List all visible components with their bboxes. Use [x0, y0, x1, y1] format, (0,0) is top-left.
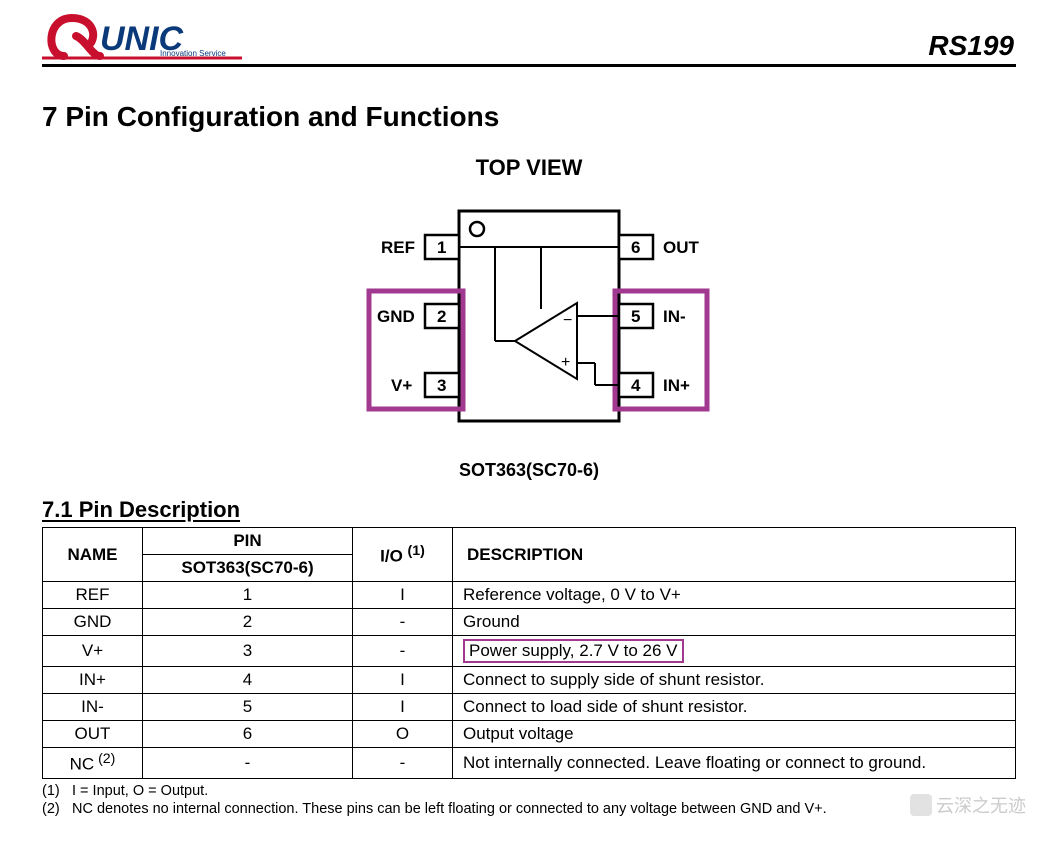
svg-text:1: 1	[437, 238, 446, 257]
package-svg: 1 REF 2 GND 3 V+ 6 OUT 5 IN- 4 IN+	[319, 191, 739, 441]
svg-text:6: 6	[631, 238, 640, 257]
th-desc: DESCRIPTION	[453, 528, 1016, 582]
table-row: GND2-Ground	[43, 609, 1016, 636]
svg-text:V+: V+	[391, 376, 412, 395]
table-row: V+3-Power supply, 2.7 V to 26 V	[43, 636, 1016, 667]
footnotes: (1)I = Input, O = Output. (2)NC denotes …	[42, 782, 1016, 818]
th-name: NAME	[43, 528, 143, 582]
table-row: NC (2)--Not internally connected. Leave …	[43, 748, 1016, 779]
table-row: IN+4IConnect to supply side of shunt res…	[43, 667, 1016, 694]
svg-text:OUT: OUT	[663, 238, 700, 257]
svg-text:IN+: IN+	[663, 376, 690, 395]
svg-text:Innovation Service: Innovation Service	[160, 49, 226, 58]
part-number: RS199	[928, 30, 1016, 62]
diagram-title: TOP VIEW	[42, 155, 1016, 181]
table-row: OUT6OOutput voltage	[43, 721, 1016, 748]
svg-text:IN-: IN-	[663, 307, 686, 326]
svg-text:3: 3	[437, 376, 446, 395]
brand-logo: UNIC Innovation Service	[42, 10, 242, 62]
th-pin: PIN	[143, 528, 353, 555]
svg-text:−: −	[563, 312, 572, 329]
watermark: 云深之无迹	[910, 792, 1026, 818]
svg-text:2: 2	[437, 307, 446, 326]
package-label: SOT363(SC70-6)	[42, 460, 1016, 481]
svg-text:+: +	[561, 354, 570, 371]
th-io: I/O (1)	[353, 528, 453, 582]
th-pkg: SOT363(SC70-6)	[143, 555, 353, 582]
table-row: IN-5IConnect to load side of shunt resis…	[43, 694, 1016, 721]
subsection-title: 7.1 Pin Description	[42, 497, 1016, 523]
wechat-icon	[910, 794, 932, 816]
pin-table: NAME PIN I/O (1) DESCRIPTION SOT363(SC70…	[42, 527, 1016, 779]
svg-text:4: 4	[631, 376, 641, 395]
svg-text:REF: REF	[381, 238, 415, 257]
page-header: UNIC Innovation Service RS199	[42, 10, 1016, 67]
svg-text:5: 5	[631, 307, 640, 326]
svg-text:GND: GND	[377, 307, 415, 326]
table-row: REF1IReference voltage, 0 V to V+	[43, 582, 1016, 609]
section-title: 7 Pin Configuration and Functions	[42, 101, 1016, 133]
pin-diagram: TOP VIEW 1 REF 2 GND 3 V+ 6 OUT 5 IN- 4 …	[42, 155, 1016, 481]
